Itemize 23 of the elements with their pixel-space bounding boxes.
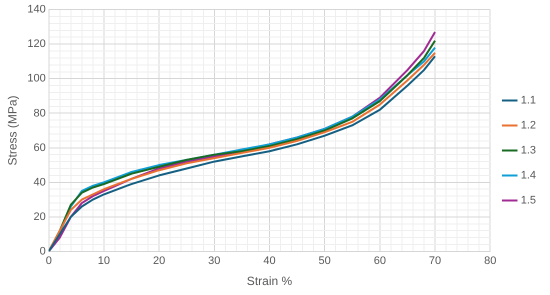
y-tick-label: 60 (34, 142, 46, 154)
x-axis-title: Strain % (246, 274, 292, 288)
x-tick-label: 10 (98, 255, 110, 268)
y-axis-title: Stress (MPa) (6, 95, 20, 166)
y-tick-label: 80 (34, 107, 46, 120)
y-tick-label: 100 (27, 72, 46, 85)
legend-label: 1.3 (520, 144, 536, 157)
y-tick-label: 40 (34, 176, 46, 188)
legend-label: 1.1 (520, 94, 536, 107)
x-tick-label: 70 (428, 255, 442, 268)
y-tick-label: 20 (34, 210, 46, 223)
y-tick-label: 120 (27, 38, 46, 50)
legend-label: 1.4 (520, 170, 536, 182)
x-tick-label: 50 (318, 255, 331, 268)
y-tick-label: 0 (40, 245, 46, 258)
y-tick-label: 140 (27, 4, 46, 16)
x-tick-label: 80 (484, 255, 496, 268)
legend-label: 1.5 (520, 194, 536, 207)
x-tick-label: 60 (374, 255, 386, 268)
x-tick-label: 30 (208, 255, 220, 268)
x-tick-label: 20 (152, 255, 166, 268)
x-tick-label: 40 (263, 255, 276, 268)
legend-label: 1.2 (520, 120, 536, 132)
